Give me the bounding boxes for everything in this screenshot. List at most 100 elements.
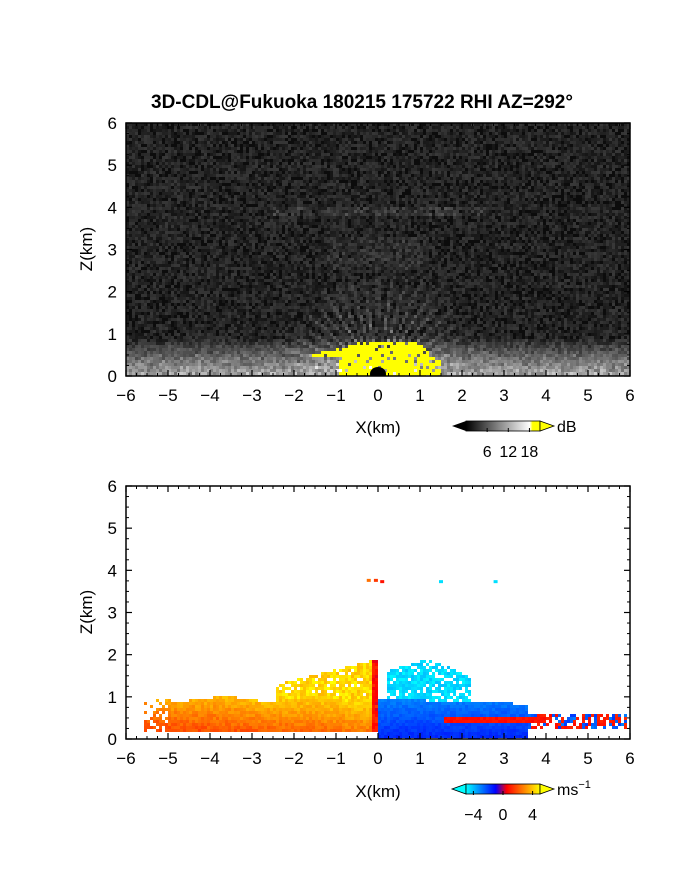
reflectivity-cell — [294, 279, 297, 282]
reflectivity-cell — [141, 336, 144, 339]
reflectivity-cell — [201, 156, 204, 159]
reflectivity-cell — [195, 156, 198, 159]
reflectivity-cell — [297, 357, 300, 360]
reflectivity-cell — [306, 195, 309, 198]
reflectivity-cell — [132, 135, 135, 138]
reflectivity-cell — [195, 150, 198, 153]
reflectivity-cell — [288, 306, 291, 309]
reflectivity-cell — [270, 210, 273, 213]
reflectivity-cell — [129, 339, 132, 342]
reflectivity-cell — [210, 195, 213, 198]
reflectivity-cell — [165, 201, 168, 204]
reflectivity-cell — [255, 336, 258, 339]
reflectivity-cell — [159, 321, 162, 324]
reflectivity-cell — [141, 129, 144, 132]
reflectivity-cell — [240, 171, 243, 174]
reflectivity-cell — [159, 147, 162, 150]
reflectivity-cell — [138, 309, 141, 312]
reflectivity-cell — [192, 276, 195, 279]
reflectivity-cell — [129, 204, 132, 207]
reflectivity-cell — [174, 171, 177, 174]
reflectivity-cell — [141, 339, 144, 342]
reflectivity-cell — [126, 303, 129, 306]
reflectivity-cell — [234, 360, 237, 363]
reflectivity-cell — [285, 219, 288, 222]
reflectivity-cell — [315, 195, 318, 198]
reflectivity-cell — [273, 369, 276, 372]
reflectivity-cell — [186, 231, 189, 234]
reflectivity-cell — [318, 363, 321, 366]
reflectivity-cell — [186, 156, 189, 159]
reflectivity-cell — [318, 321, 321, 324]
reflectivity-cell — [315, 363, 318, 366]
reflectivity-cell — [129, 363, 132, 366]
reflectivity-cell — [252, 303, 255, 306]
reflectivity-cell — [243, 282, 246, 285]
reflectivity-cell — [321, 306, 324, 309]
reflectivity-cell — [237, 177, 240, 180]
reflectivity-cell — [324, 234, 327, 237]
reflectivity-cell — [189, 312, 192, 315]
reflectivity-cell — [270, 297, 273, 300]
reflectivity-cell — [165, 234, 168, 237]
reflectivity-cell — [177, 231, 180, 234]
reflectivity-cell — [255, 273, 258, 276]
reflectivity-cell — [138, 168, 141, 171]
reflectivity-cell — [249, 357, 252, 360]
reflectivity-cell — [300, 309, 303, 312]
reflectivity-cell — [309, 342, 312, 345]
reflectivity-cell — [300, 129, 303, 132]
reflectivity-cell — [204, 183, 207, 186]
reflectivity-cell — [159, 300, 162, 303]
reflectivity-cell — [288, 204, 291, 207]
reflectivity-cell — [147, 177, 150, 180]
reflectivity-cell — [165, 288, 168, 291]
reflectivity-cell — [255, 291, 258, 294]
reflectivity-cell — [168, 228, 171, 231]
reflectivity-cell — [180, 354, 183, 357]
reflectivity-cell — [168, 207, 171, 210]
reflectivity-cell — [243, 123, 246, 126]
reflectivity-cell — [288, 180, 291, 183]
reflectivity-cell — [249, 267, 252, 270]
reflectivity-cell — [171, 219, 174, 222]
reflectivity-cell — [168, 342, 171, 345]
reflectivity-cell — [186, 270, 189, 273]
reflectivity-cell — [264, 330, 267, 333]
reflectivity-cell — [144, 219, 147, 222]
reflectivity-cell — [288, 324, 291, 327]
reflectivity-cell — [243, 318, 246, 321]
reflectivity-cell — [261, 279, 264, 282]
reflectivity-cell — [246, 285, 249, 288]
reflectivity-cell — [321, 336, 324, 339]
reflectivity-cell — [243, 342, 246, 345]
reflectivity-cell — [240, 318, 243, 321]
reflectivity-cell — [183, 132, 186, 135]
reflectivity-cell — [309, 132, 312, 135]
reflectivity-cell — [156, 246, 159, 249]
reflectivity-cell — [180, 141, 183, 144]
reflectivity-cell — [252, 225, 255, 228]
reflectivity-cell — [246, 123, 249, 126]
reflectivity-cell — [156, 234, 159, 237]
reflectivity-cell — [327, 261, 330, 264]
reflectivity-cell — [222, 270, 225, 273]
reflectivity-cell — [252, 363, 255, 366]
reflectivity-cell — [219, 342, 222, 345]
reflectivity-cell — [216, 336, 219, 339]
reflectivity-cell — [315, 231, 318, 234]
reflectivity-cell — [234, 210, 237, 213]
reflectivity-cell — [189, 318, 192, 321]
reflectivity-cell — [189, 309, 192, 312]
reflectivity-cell — [225, 330, 228, 333]
reflectivity-cell — [207, 249, 210, 252]
reflectivity-cell — [264, 351, 267, 354]
reflectivity-cell — [309, 246, 312, 249]
reflectivity-cell — [135, 357, 138, 360]
reflectivity-cell — [150, 141, 153, 144]
reflectivity-cell — [210, 318, 213, 321]
reflectivity-cell — [231, 189, 234, 192]
reflectivity-cell — [141, 300, 144, 303]
reflectivity-cell — [201, 342, 204, 345]
reflectivity-cell — [276, 231, 279, 234]
